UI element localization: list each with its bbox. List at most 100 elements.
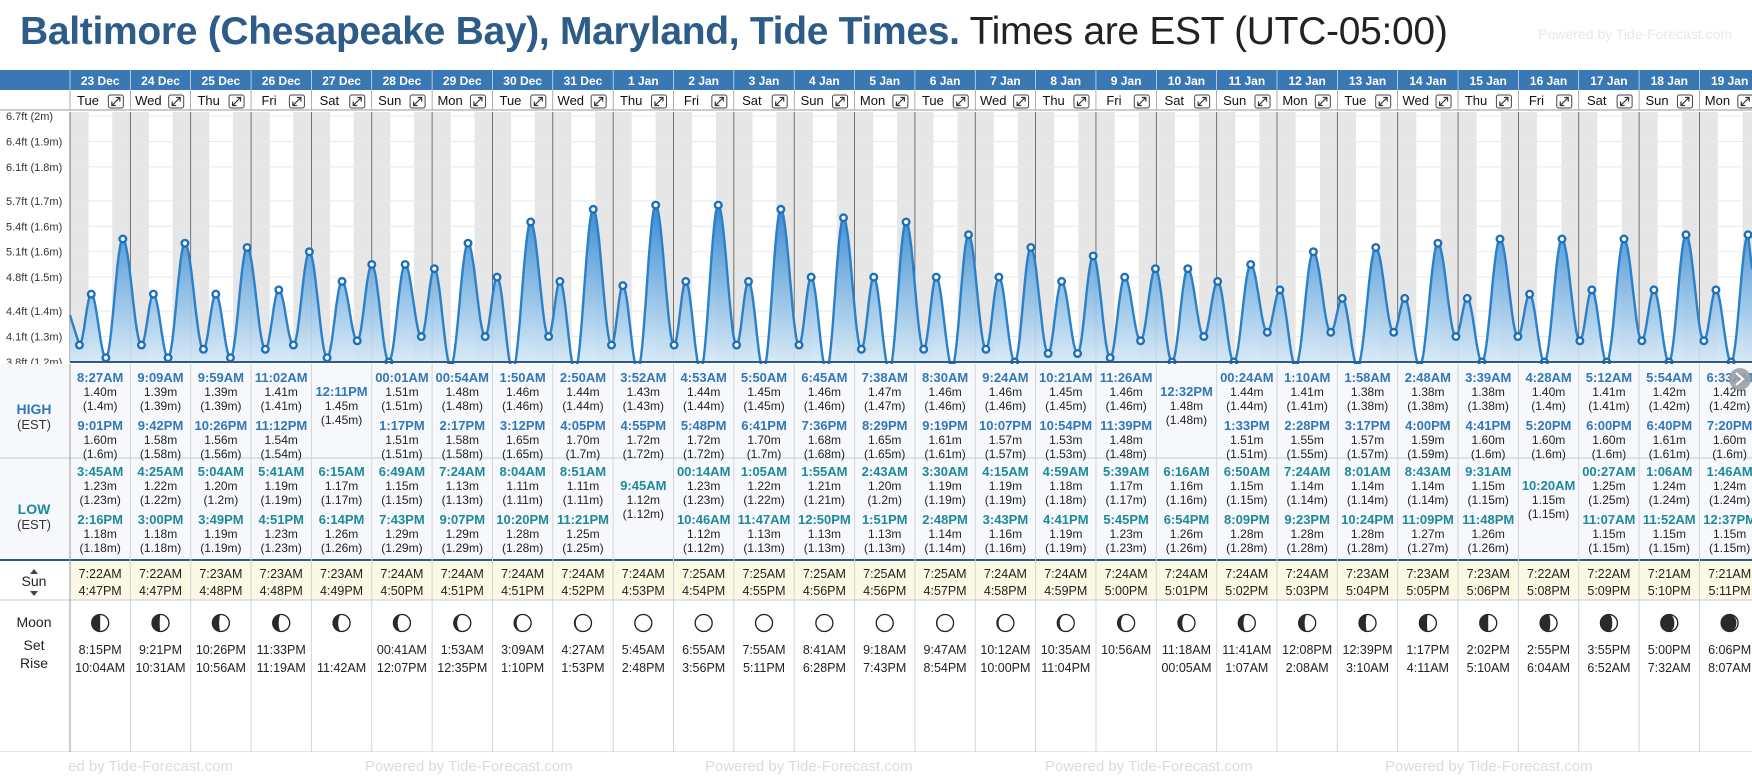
expand-icon[interactable] [469, 94, 486, 109]
moon-icon [815, 613, 834, 633]
expand-arrows[interactable] [1076, 96, 1087, 107]
moon-shadow [1660, 614, 1675, 632]
expand-icon[interactable] [349, 94, 366, 109]
sunrise-time: 7:25AM [863, 567, 906, 581]
expand-icon[interactable] [107, 94, 124, 109]
expand-arrows[interactable] [1438, 96, 1449, 107]
expand-arrows[interactable] [714, 96, 724, 107]
expand-icon[interactable] [952, 94, 969, 109]
expand-icon[interactable] [892, 94, 909, 109]
expand-icon[interactable] [771, 94, 788, 109]
expand-arrows[interactable] [1257, 96, 1268, 107]
expand-icon[interactable] [530, 94, 547, 109]
expand-icon[interactable] [1254, 94, 1271, 109]
expand-arrows[interactable] [413, 96, 423, 107]
high-tide-point [86, 289, 96, 299]
expand-arrows[interactable] [111, 96, 121, 107]
expand-arrows[interactable] [1197, 96, 1207, 107]
high-tide-time: 9:09AM [137, 370, 183, 385]
low-tide-time: 1:46AM [1707, 464, 1752, 479]
high-tide-point [1308, 247, 1318, 257]
expand-icon[interactable] [288, 94, 305, 109]
date-label: 12 Jan [1288, 74, 1325, 88]
high-tide-point [1120, 272, 1130, 282]
sunrise-time: 7:22AM [1527, 567, 1570, 581]
high-tide-height-paren: (1.51m) [381, 447, 422, 461]
low-tide-point [1575, 336, 1585, 346]
expand-arrows[interactable] [292, 96, 302, 107]
expand-arrows[interactable] [1620, 96, 1630, 107]
expand-arrows[interactable] [775, 96, 785, 107]
sunset-time: 5:03PM [1286, 584, 1329, 598]
expand-icon[interactable] [1556, 94, 1573, 109]
scroll-button-bg[interactable] [1729, 368, 1751, 390]
expand-icon[interactable] [1737, 94, 1752, 109]
high-tide-height-paren: (1.46m) [924, 399, 965, 413]
high-tide-height-paren: (1.65m) [502, 447, 543, 461]
moon-shadow [1177, 614, 1187, 632]
low-tide-height-paren: (1.14m) [1407, 493, 1448, 507]
moonrise-time: 5:10AM [1467, 661, 1510, 675]
expand-icon[interactable] [1616, 94, 1633, 109]
high-tide-height: 1.44m [1230, 385, 1263, 399]
expand-icon[interactable] [1495, 94, 1512, 109]
expand-icon[interactable] [1676, 94, 1693, 109]
low-tide-point [732, 340, 742, 350]
expand-arrows[interactable] [352, 96, 362, 107]
expand-icon[interactable] [590, 94, 607, 109]
moonrise-time: 10:04AM [75, 661, 125, 675]
expand-arrows[interactable] [1559, 96, 1569, 107]
sunset-time: 5:00PM [1105, 584, 1148, 598]
expand-arrows[interactable] [1378, 96, 1388, 107]
expand-icon[interactable] [711, 94, 728, 109]
high-tide-height: 1.60m [1532, 433, 1565, 447]
high-tide-height: 1.54m [265, 433, 298, 447]
expand-icon[interactable] [1133, 94, 1150, 109]
expand-arrows[interactable] [473, 96, 483, 107]
expand-arrows[interactable] [956, 96, 966, 107]
expand-arrows[interactable] [1680, 96, 1690, 107]
high-tide-time: 4:05PM [560, 418, 606, 433]
expand-icon[interactable] [409, 94, 426, 109]
expand-icon[interactable] [1435, 94, 1452, 109]
high-tide-time: 8:30AM [922, 370, 968, 385]
high-tide-time: 00:54AM [436, 370, 489, 385]
expand-arrows[interactable] [231, 96, 242, 107]
expand-icon[interactable] [1073, 94, 1090, 109]
high-tide-height: 1.60m [1472, 433, 1505, 447]
high-est-label: (EST) [17, 417, 51, 432]
low-tide-time: 7:43PM [379, 512, 425, 527]
low-tide-time: 1:06AM [1646, 464, 1692, 479]
chevron-right-icon[interactable] [1735, 372, 1745, 386]
expand-arrows[interactable] [895, 96, 905, 107]
expand-arrows[interactable] [171, 96, 181, 107]
high-tide-time: 1:58AM [1344, 370, 1390, 385]
expand-arrows[interactable] [594, 96, 604, 107]
low-tide-height-paren: (1.13m) [442, 493, 483, 507]
expand-arrows[interactable] [654, 96, 664, 107]
scroll-right-button[interactable] [1729, 368, 1751, 390]
expand-icon[interactable] [651, 94, 667, 109]
expand-arrows[interactable] [1499, 96, 1509, 107]
expand-arrows[interactable] [835, 96, 845, 107]
date-label: 27 Dec [322, 74, 361, 88]
high-tide-point [1681, 230, 1691, 240]
expand-icon[interactable] [1194, 94, 1211, 109]
expand-arrows[interactable] [1137, 96, 1147, 107]
expand-arrows[interactable] [1318, 96, 1328, 107]
expand-arrows[interactable] [1740, 96, 1750, 107]
expand-icon[interactable] [1314, 94, 1331, 109]
expand-arrows[interactable] [533, 96, 543, 107]
expand-icon[interactable] [1013, 94, 1030, 109]
expand-icon[interactable] [228, 94, 245, 109]
expand-icon[interactable] [168, 94, 185, 109]
expand-arrows[interactable] [1016, 96, 1026, 107]
low-tide-height-paren: (1.15m) [1226, 493, 1267, 507]
expand-icon[interactable] [1375, 94, 1392, 109]
low-tide-height: 1.15m [1713, 527, 1746, 541]
moon-shadow [574, 614, 583, 632]
high-tide-point [1088, 251, 1098, 261]
expand-icon[interactable] [832, 94, 849, 109]
moon-shadow [996, 614, 1006, 632]
low-tide-height: 1.11m [567, 479, 599, 493]
